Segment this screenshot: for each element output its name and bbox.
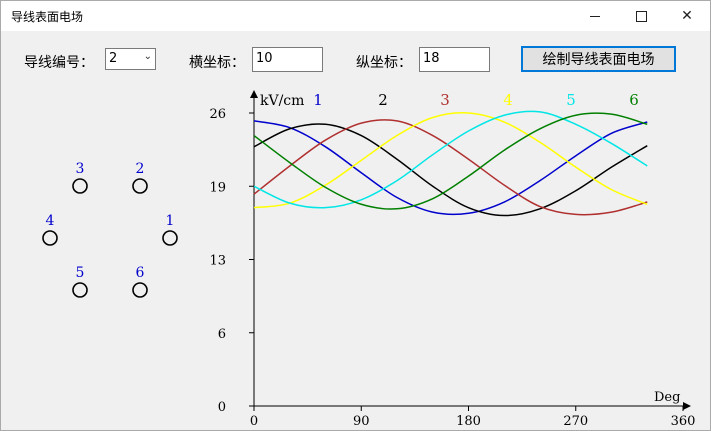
conductor-5-circle xyxy=(72,282,88,298)
conductor-3-circle xyxy=(72,178,88,194)
legend-series-6: 6 xyxy=(629,91,639,109)
y-tick-label: 13 xyxy=(209,254,226,269)
maximize-icon xyxy=(635,10,647,22)
x-coordinate-label: 横坐标： xyxy=(189,55,245,71)
x-axis-label: Deg xyxy=(654,390,680,405)
x-tick-label: 0 xyxy=(250,414,258,429)
x-tick-label: 270 xyxy=(563,414,588,429)
conductor-4-circle xyxy=(42,230,58,246)
series-line-1 xyxy=(253,120,648,216)
x-axis-arrow xyxy=(683,402,691,410)
series-line-6 xyxy=(253,112,648,210)
series-line-4 xyxy=(253,112,648,209)
x-tick-label: 90 xyxy=(353,414,370,429)
conductor-6-label: 6 xyxy=(136,265,145,281)
title-bar: 导线表面电场 ✕ xyxy=(1,1,710,31)
legend-series-4: 4 xyxy=(503,91,513,109)
series-line-3 xyxy=(253,119,648,216)
minimize-icon xyxy=(590,15,600,17)
y-tick-label: 19 xyxy=(209,180,226,195)
conductor-select[interactable]: 2 ⌄ xyxy=(105,48,156,70)
y-coordinate-label: 纵坐标： xyxy=(356,55,412,71)
close-button[interactable]: ✕ xyxy=(664,1,710,31)
y-coordinate-input[interactable]: 18 xyxy=(419,47,490,72)
y-axis-arrow xyxy=(250,90,258,98)
window-title: 导线表面电场 xyxy=(11,10,84,24)
legend-series-2: 2 xyxy=(378,91,388,109)
conductor-5-label: 5 xyxy=(76,265,85,281)
y-tick-label: 0 xyxy=(218,400,226,415)
conductor-select-value: 2 xyxy=(109,51,118,66)
x-tick-label: 180 xyxy=(456,414,481,429)
legend-series-1: 1 xyxy=(313,91,323,109)
legend-series-5: 5 xyxy=(566,91,576,109)
conductor-1-label: 1 xyxy=(166,213,175,229)
series-line-2 xyxy=(253,123,648,217)
conductor-6-circle xyxy=(132,282,148,298)
legend-series-3: 3 xyxy=(440,91,450,109)
conductor-4-label: 4 xyxy=(46,213,55,229)
x-coordinate-input[interactable]: 10 xyxy=(252,47,323,72)
series-line-5 xyxy=(253,110,648,209)
conductor-1-circle xyxy=(162,230,178,246)
close-icon: ✕ xyxy=(681,8,693,24)
minimize-button[interactable] xyxy=(572,1,618,31)
chevron-down-icon: ⌄ xyxy=(143,51,152,62)
y-axis-label: kV/cm xyxy=(260,93,304,109)
maximize-button[interactable] xyxy=(618,1,664,31)
conductor-2-label: 2 xyxy=(136,161,145,177)
x-tick-label: 360 xyxy=(671,414,696,429)
conductor-label: 导线编号： xyxy=(24,55,94,71)
y-tick-label: 6 xyxy=(218,327,226,342)
conductor-2-circle xyxy=(132,178,148,194)
draw-field-button[interactable]: 绘制导线表面电场 xyxy=(521,46,676,72)
y-tick-label: 26 xyxy=(209,107,226,122)
conductor-3-label: 3 xyxy=(76,161,85,177)
